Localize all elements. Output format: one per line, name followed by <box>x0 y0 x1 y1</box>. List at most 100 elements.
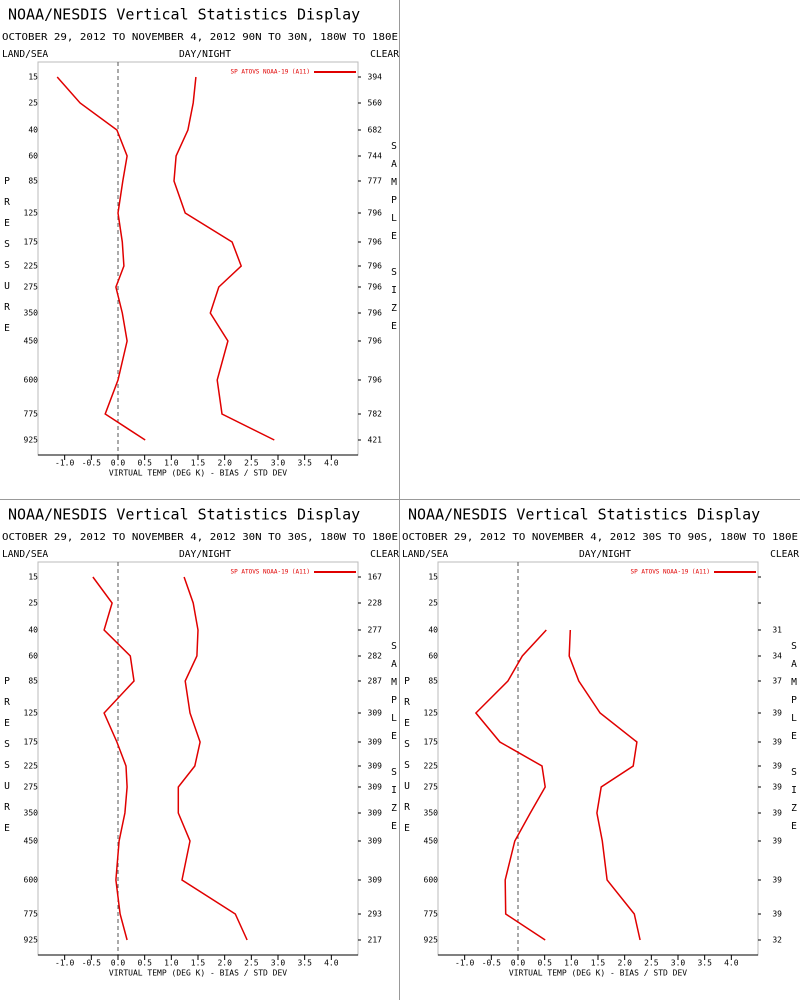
x-axis-label: VIRTUAL TEMP (DEG K) - BIAS / STD DEV <box>109 469 287 478</box>
sample-size-label: 282 <box>368 652 383 661</box>
sample-size-label: 394 <box>368 73 383 82</box>
y-tick-label: 775 <box>24 910 39 919</box>
x-tick-label: 3.5 <box>297 459 312 468</box>
x-axis-label: VIRTUAL TEMP (DEG K) - BIAS / STD DEV <box>509 969 687 978</box>
y-tick-label: 275 <box>24 783 39 792</box>
bias-line <box>474 629 547 941</box>
y-tick-label: 15 <box>428 573 438 582</box>
sample-size-label: 309 <box>368 738 383 747</box>
x-tick-label: 1.0 <box>164 959 179 968</box>
sample-size-label: 309 <box>368 809 383 818</box>
y-tick-label: 775 <box>424 910 439 919</box>
y-tick-label: 350 <box>24 309 39 318</box>
x-tick-label: 3.0 <box>671 959 686 968</box>
chart-title: NOAA/NESDIS Vertical Statistics Display <box>8 6 360 24</box>
y-tick-label: 25 <box>428 599 438 608</box>
y-tick-label: 125 <box>24 709 39 718</box>
y-tick-label: 275 <box>24 283 39 292</box>
y-tick-label: 925 <box>24 936 39 945</box>
sample-size-label: 293 <box>368 910 383 919</box>
y-tick-label: 85 <box>28 177 38 186</box>
y-tick-label: 225 <box>24 762 39 771</box>
day-night-label: DAY/NIGHT <box>579 549 631 560</box>
sample-size-label: 421 <box>368 436 383 445</box>
x-tick-label: 3.0 <box>271 459 286 468</box>
y-tick-label: 925 <box>24 436 39 445</box>
sample-size-label: 37 <box>772 677 782 686</box>
sample-size-label: 796 <box>368 262 383 271</box>
clear-label: CLEAR <box>770 549 799 560</box>
x-tick-label: 0.0 <box>511 959 526 968</box>
sample-size-label: 39 <box>772 709 782 718</box>
x-tick-label: 2.5 <box>644 959 659 968</box>
sample-size-label: 560 <box>368 99 383 108</box>
y-tick-label: 225 <box>24 262 39 271</box>
y-tick-label: 125 <box>424 709 439 718</box>
sample-size-label: 39 <box>772 738 782 747</box>
x-tick-label: 2.0 <box>217 959 232 968</box>
land-sea-label: LAND/SEA <box>402 549 448 560</box>
legend-label: SP ATOVS NOAA-19 (A11) <box>231 569 310 576</box>
sample-size-label: 796 <box>368 209 383 218</box>
x-tick-label: 2.5 <box>244 959 259 968</box>
sample-size-label: 796 <box>368 238 383 247</box>
y-tick-label: 600 <box>424 876 439 885</box>
x-tick-label: 3.5 <box>697 959 712 968</box>
sample-size-label: 228 <box>368 599 383 608</box>
y-tick-label: 85 <box>28 677 38 686</box>
chart-subtitle: OCTOBER 29, 2012 TO NOVEMBER 4, 2012 30S… <box>402 532 798 543</box>
y-tick-label: 15 <box>28 73 38 82</box>
sample-size-label: 39 <box>772 809 782 818</box>
y-tick-label: 775 <box>24 410 39 419</box>
bias-line <box>56 76 146 441</box>
chart-panel: NOAA/NESDIS Vertical Statistics Display O… <box>402 506 799 978</box>
sample-size-label: 32 <box>772 936 782 945</box>
std-dev-line <box>173 76 275 441</box>
y-tick-label: 275 <box>424 783 439 792</box>
sample-size-label: 277 <box>368 626 383 635</box>
land-sea-label: LAND/SEA <box>2 49 48 60</box>
sample-size-label: 39 <box>772 762 782 771</box>
x-tick-label: 1.5 <box>191 959 206 968</box>
x-tick-label: 0.5 <box>137 459 152 468</box>
y-tick-label: 25 <box>28 599 38 608</box>
sample-size-label: 31 <box>772 626 782 635</box>
sample-size-label: 309 <box>368 762 383 771</box>
x-tick-label: 2.0 <box>217 459 232 468</box>
y-tick-label: 175 <box>24 738 39 747</box>
chart-panel: NOAA/NESDIS Vertical Statistics Display O… <box>2 506 399 978</box>
x-tick-label: 1.0 <box>564 959 579 968</box>
sample-size-label: 796 <box>368 309 383 318</box>
x-tick-label: 3.0 <box>271 959 286 968</box>
legend-label: SP ATOVS NOAA-19 (A11) <box>231 69 310 76</box>
y-tick-label: 350 <box>424 809 439 818</box>
y-tick-label: 225 <box>424 762 439 771</box>
y-tick-label: 60 <box>428 652 438 661</box>
chart-panel: NOAA/NESDIS Vertical Statistics Display O… <box>2 6 399 478</box>
x-tick-label: -0.5 <box>82 459 101 468</box>
legend-label: SP ATOVS NOAA-19 (A11) <box>631 569 710 576</box>
x-tick-label: 1.5 <box>591 959 606 968</box>
y-tick-label: 600 <box>24 876 39 885</box>
sample-size-label: 309 <box>368 876 383 885</box>
y-tick-label: 450 <box>424 837 439 846</box>
sample-size-label: 744 <box>368 152 383 161</box>
clear-label: CLEAR <box>370 49 399 60</box>
x-tick-label: 4.0 <box>324 959 339 968</box>
y-tick-label: 40 <box>28 626 38 635</box>
y-tick-label: 125 <box>24 209 39 218</box>
x-tick-label: -1.0 <box>55 959 74 968</box>
sample-size-label: 39 <box>772 876 782 885</box>
y-tick-label: 25 <box>28 99 38 108</box>
x-tick-label: 0.5 <box>537 959 552 968</box>
x-tick-label: 1.0 <box>164 459 179 468</box>
sample-size-label: 287 <box>368 677 383 686</box>
x-tick-label: -1.0 <box>455 959 474 968</box>
y-tick-label: 60 <box>28 652 38 661</box>
chart-title: NOAA/NESDIS Vertical Statistics Display <box>408 506 760 524</box>
